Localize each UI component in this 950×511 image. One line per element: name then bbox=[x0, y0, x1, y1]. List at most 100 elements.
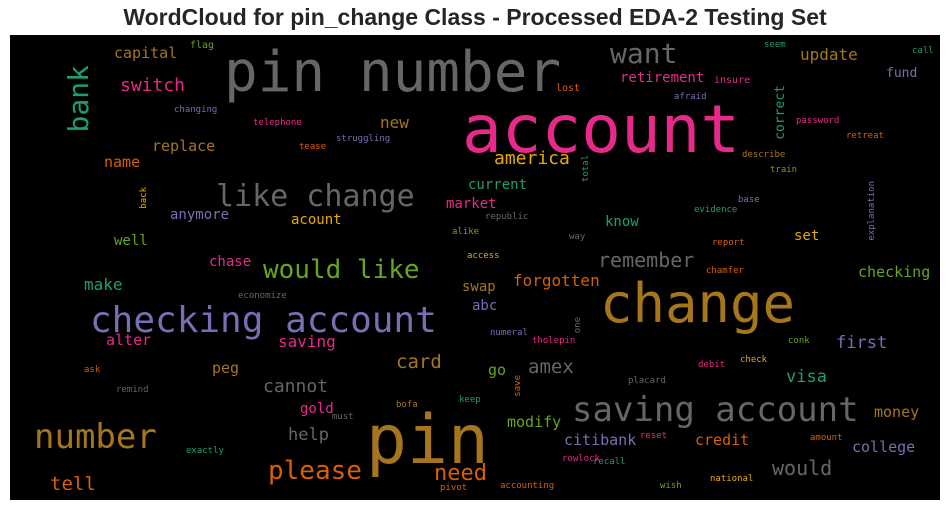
word-credit: credit bbox=[695, 431, 750, 449]
word-amex: amex bbox=[528, 356, 574, 378]
word-bank: bank bbox=[62, 65, 95, 133]
word-peg: peg bbox=[212, 359, 240, 377]
word-saving: saving bbox=[278, 332, 336, 351]
word-struggling: struggling bbox=[336, 134, 391, 144]
word-anymore: anymore bbox=[170, 207, 230, 223]
word-name: name bbox=[104, 153, 141, 171]
word-chase: chase bbox=[209, 254, 252, 270]
word-please: please bbox=[268, 456, 362, 486]
word-alter: alter bbox=[106, 331, 152, 349]
word-recall: recall bbox=[593, 457, 626, 467]
word-need: need bbox=[434, 461, 487, 486]
word-pin-number: pin number bbox=[224, 40, 562, 105]
word-like-change: like change bbox=[216, 179, 415, 214]
word-ask: ask bbox=[84, 365, 101, 375]
word-check: check bbox=[740, 355, 768, 365]
word-tholepin: tholepin bbox=[532, 336, 576, 346]
word-market: market bbox=[446, 196, 497, 212]
word-retirement: retirement bbox=[620, 70, 705, 86]
word-cannot: cannot bbox=[263, 376, 329, 397]
word-placard: placard bbox=[628, 376, 666, 386]
word-remember: remember bbox=[598, 248, 695, 272]
word-set: set bbox=[794, 228, 820, 244]
word-bofa: bofa bbox=[396, 400, 418, 410]
word-tell: tell bbox=[50, 473, 96, 495]
word-total: total bbox=[581, 155, 591, 183]
word-describe: describe bbox=[742, 150, 786, 160]
word-one: one bbox=[573, 317, 583, 334]
word-saving-account: saving account bbox=[572, 390, 859, 430]
word-report: report bbox=[712, 238, 745, 248]
word-way: way bbox=[569, 232, 586, 242]
word-must: must bbox=[332, 412, 354, 422]
word-remind: remind bbox=[116, 385, 149, 395]
word-base: base bbox=[738, 195, 760, 205]
word-evidence: evidence bbox=[694, 205, 738, 215]
word-access: access bbox=[467, 251, 500, 261]
word-exactly: exactly bbox=[186, 446, 224, 456]
word-changing: changing bbox=[174, 105, 218, 115]
word-keep: keep bbox=[459, 395, 481, 405]
word-forgotten: forgotten bbox=[513, 271, 600, 290]
word-afraid: afraid bbox=[674, 92, 707, 102]
word-help: help bbox=[288, 425, 329, 445]
word-card: card bbox=[396, 351, 442, 373]
word-go: go bbox=[488, 361, 507, 379]
word-switch: switch bbox=[120, 75, 186, 96]
word-current: current bbox=[468, 177, 528, 193]
word-cloud: account pin number change pin checking accou… bbox=[10, 35, 940, 500]
word-swap: swap bbox=[462, 279, 496, 295]
word-seem: seem bbox=[764, 40, 786, 50]
word-checking: checking bbox=[858, 263, 931, 281]
word-make: make bbox=[84, 275, 123, 294]
word-back: back bbox=[139, 187, 149, 209]
word-alike: alike bbox=[452, 227, 480, 237]
word-debit: debit bbox=[698, 360, 726, 370]
word-fund: fund bbox=[886, 66, 918, 81]
word-abc: abc bbox=[472, 298, 498, 314]
word-acount: acount bbox=[291, 212, 342, 228]
word-economize: economize bbox=[238, 291, 287, 301]
word-accounting: accounting bbox=[500, 481, 555, 491]
word-new: new bbox=[380, 113, 409, 132]
word-train: train bbox=[770, 165, 798, 175]
word-correct: correct bbox=[773, 85, 788, 140]
word-first: first bbox=[836, 333, 888, 353]
word-checking-account: checking account bbox=[90, 300, 437, 341]
word-rowlock: rowlock bbox=[562, 454, 600, 464]
word-pin: pin bbox=[366, 401, 489, 480]
word-visa: visa bbox=[786, 367, 827, 387]
word-college: college bbox=[852, 438, 916, 456]
word-wish: wish bbox=[660, 481, 682, 491]
word-change: change bbox=[600, 272, 796, 335]
word-chamfer: chamfer bbox=[706, 266, 744, 276]
word-number: number bbox=[34, 417, 157, 457]
word-pivot: pivot bbox=[440, 483, 468, 493]
word-password: password bbox=[796, 116, 840, 126]
word-retreat: retreat bbox=[846, 131, 884, 141]
word-numeral: numeral bbox=[490, 328, 528, 338]
word-update: update bbox=[800, 45, 858, 64]
word-telephone: telephone bbox=[253, 118, 302, 128]
word-account: account bbox=[462, 91, 741, 168]
word-tease: tease bbox=[299, 142, 327, 152]
word-would-like: would like bbox=[263, 255, 420, 285]
word-would: would bbox=[772, 456, 833, 480]
word-national: national bbox=[710, 474, 754, 484]
word-modify: modify bbox=[507, 413, 562, 431]
word-citibank: citibank bbox=[564, 431, 637, 449]
word-want: want bbox=[610, 37, 678, 70]
word-republic: republic bbox=[485, 212, 529, 222]
word-america: america bbox=[494, 148, 570, 169]
word-insure: insure bbox=[714, 75, 751, 86]
word-call: call bbox=[912, 46, 934, 56]
word-explanation: explanation bbox=[867, 181, 877, 241]
word-capital: capital bbox=[114, 44, 178, 62]
word-save: save bbox=[513, 375, 523, 397]
word-money: money bbox=[874, 403, 920, 421]
figure-title: WordCloud for pin_change Class - Process… bbox=[123, 4, 827, 30]
word-gold: gold bbox=[300, 401, 334, 417]
word-lost: lost bbox=[556, 83, 581, 94]
word-conk: conk bbox=[788, 336, 810, 346]
word-well: well bbox=[114, 233, 148, 249]
